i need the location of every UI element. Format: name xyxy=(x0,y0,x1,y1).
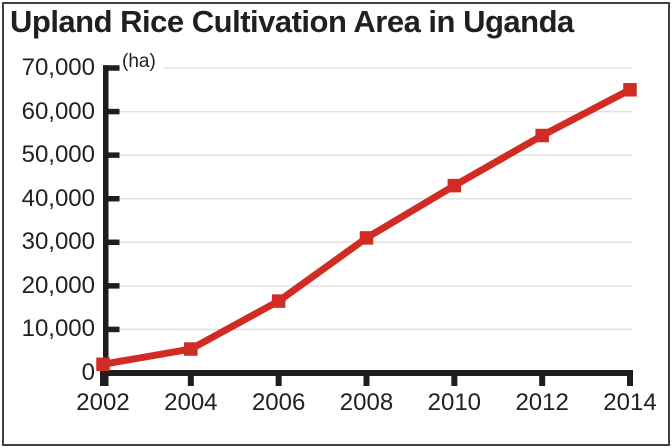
x-tick xyxy=(539,370,546,386)
y-tick-label: 70,000 xyxy=(21,54,95,81)
data-point-marker-2002 xyxy=(96,357,110,372)
y-tick xyxy=(103,65,120,71)
y-axis xyxy=(103,65,109,386)
y-tick xyxy=(103,152,120,158)
y-tick-label: 60,000 xyxy=(21,97,95,125)
data-point-marker-2014 xyxy=(623,83,637,97)
y-tick-label: 20,000 xyxy=(21,271,95,299)
y-tick xyxy=(103,326,120,333)
y-tick xyxy=(103,195,120,202)
y-axis-unit-label: (ha) xyxy=(120,50,164,74)
x-tick xyxy=(363,370,370,386)
data-point-marker-2012 xyxy=(535,128,549,143)
x-tick xyxy=(451,370,458,386)
data-point-marker-2004 xyxy=(184,342,198,356)
data-point-marker-2010 xyxy=(447,178,462,193)
x-tick xyxy=(275,370,282,386)
y-tick-label: 0 xyxy=(81,359,95,386)
data-point-marker-2008 xyxy=(359,231,374,245)
y-tick-label: 40,000 xyxy=(21,184,95,212)
y-tick-label: 30,000 xyxy=(21,228,95,256)
y-tick xyxy=(103,283,120,289)
x-tick-label: 2004 xyxy=(164,389,218,416)
data-point-marker-2006 xyxy=(271,294,286,308)
x-tick-label: 2014 xyxy=(603,389,657,416)
y-tick-label: 10,000 xyxy=(21,315,95,343)
trend-line xyxy=(99,86,634,368)
x-tick xyxy=(627,370,633,386)
y-tick-label: 50,000 xyxy=(21,141,95,169)
x-tick xyxy=(187,370,194,386)
y-tick xyxy=(103,239,120,246)
x-tick xyxy=(100,370,106,386)
chart-title: Upland Rice Cultivation Area in Uganda xyxy=(10,4,574,39)
x-tick-label: 2008 xyxy=(339,389,394,416)
x-tick-label: 2002 xyxy=(76,389,130,416)
x-tick-label: 2012 xyxy=(515,389,569,416)
y-tick xyxy=(103,108,120,115)
x-tick-label: 2010 xyxy=(427,389,482,416)
x-tick-label: 2006 xyxy=(251,389,306,416)
